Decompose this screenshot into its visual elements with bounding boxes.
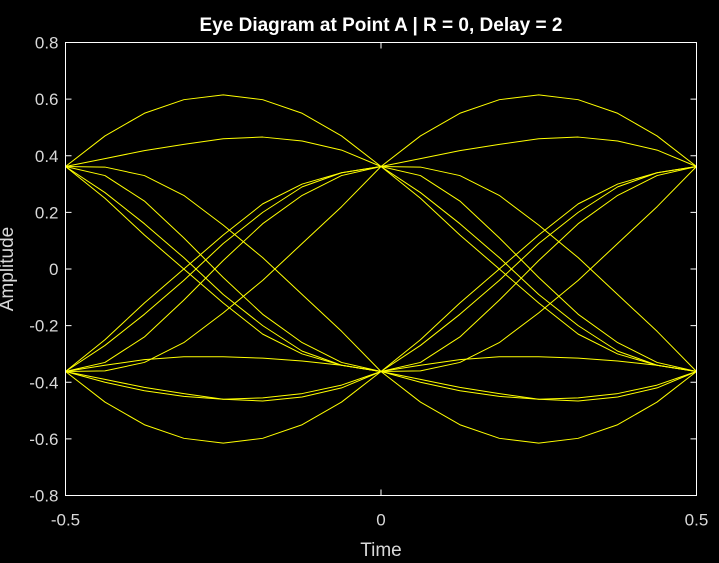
y-tick-label: -0.6 (29, 430, 58, 449)
x-tick-label: 0.5 (685, 511, 709, 530)
eye-trace-10-period-2 (380, 166, 697, 372)
eye-trace-10-period-1 (65, 166, 382, 372)
x-tick-label: -0.5 (51, 511, 80, 530)
eye-trace-2-period-2 (380, 136, 697, 168)
y-tick-label: -0.8 (29, 487, 58, 506)
eye-trace-3-period-2 (380, 166, 697, 372)
eye-trace-3-period-1 (65, 166, 382, 372)
y-axis: -0.8 -0.6 -0.4 -0.2 0 0.2 0.4 0.6 0.8 (29, 34, 697, 506)
eye-trace-9-period-2 (380, 166, 697, 372)
eye-trace-9-period-1 (65, 166, 382, 372)
eye-trace-12-period-1 (65, 371, 382, 444)
eye-trace-6-period-2 (380, 166, 697, 372)
eye-trace-1-period-2 (380, 94, 697, 167)
y-tick-label: 0.8 (35, 34, 59, 53)
eye-trace-7-period-2 (380, 166, 697, 372)
eye-trace-13-period-1 (65, 356, 382, 372)
x-axis-label: Time (360, 540, 402, 561)
eye-trace-5-period-2 (380, 166, 697, 372)
eye-trace-8-period-2 (380, 166, 697, 372)
eye-trace-7-period-1 (65, 166, 382, 372)
eye-trace-4-period-1 (65, 166, 382, 372)
eye-trace-2-period-1 (65, 136, 382, 168)
eye-trace-5-period-1 (65, 166, 382, 372)
y-tick-label: 0.4 (35, 147, 59, 166)
y-tick-label: 0 (49, 260, 58, 279)
chart-title: Eye Diagram at Point A | R = 0, Delay = … (200, 15, 563, 36)
y-tick-label: -0.2 (29, 317, 58, 336)
y-tick-label: -0.4 (29, 373, 58, 392)
y-tick-label: 0.2 (35, 203, 59, 222)
eye-trace-6-period-1 (65, 166, 382, 372)
eye-traces (65, 94, 697, 444)
eye-trace-4-period-2 (380, 166, 697, 372)
eye-trace-14-period-2 (380, 371, 697, 400)
y-axis-label: Amplitude (0, 227, 18, 312)
eye-trace-13-period-2 (380, 356, 697, 372)
eye-trace-1-period-1 (65, 94, 382, 167)
x-axis: -0.5 0 0.5 (51, 42, 709, 530)
y-tick-label: 0.6 (35, 90, 59, 109)
eye-trace-14-period-1 (65, 371, 382, 400)
eye-trace-8-period-1 (65, 166, 382, 372)
x-tick-label: 0 (376, 511, 385, 530)
eye-trace-12-period-2 (380, 371, 697, 444)
